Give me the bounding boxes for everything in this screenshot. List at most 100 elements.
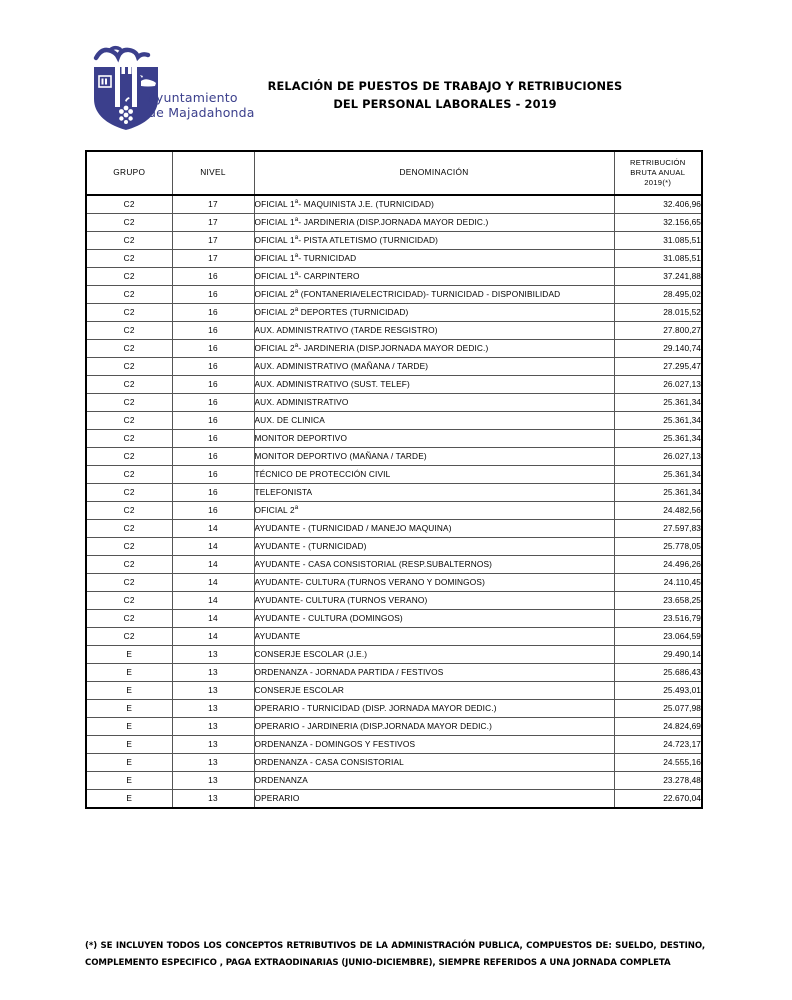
cell-grupo: C2 [85,321,173,340]
cell-retribucion: 23.278,48 [613,771,703,790]
cell-grupo: C2 [85,501,173,520]
cell-nivel: 16 [171,411,255,430]
cell-denominacion: MONITOR DEPORTIVO (MAÑANA / TARDE) [253,447,615,466]
jobs-table-container: GRUPO NIVEL DENOMINACIÓN RETRIBUCIÓN BRU… [85,150,703,809]
cell-nivel: 17 [171,249,255,268]
table-row: C2 14 AYUDANTE - (TURNICIDAD / MANEJO MAQU… [85,519,703,538]
cell-denominacion: AUX. ADMINISTRATIVO (SUST. TELEF) [253,375,615,394]
cell-grupo: C2 [85,303,173,322]
column-header-denominacion: DENOMINACIÓN [253,150,615,196]
cell-denominacion: TELEFONISTA [253,483,615,502]
cell-denominacion: OFICIAL 2a- JARDINERIA (DISP.JORNADA MAY… [253,339,615,358]
table-row: C2 16 AUX. ADMINISTRATIVO (MAÑANA / TARDE)… [85,357,703,376]
cell-retribucion: 26.027,13 [613,375,703,394]
cell-nivel: 14 [171,555,255,574]
cell-grupo: C2 [85,393,173,412]
cell-retribucion: 25.361,34 [613,465,703,484]
table-row: E 13 ORDENANZA - JORNADA PARTIDA / FESTIVO… [85,663,703,682]
cell-grupo: C2 [85,194,173,214]
page-title-line1: RELACIÓN DE PUESTOS DE TRABAJO Y RETRIBU… [267,79,623,93]
cell-retribucion: 22.670,04 [613,789,703,809]
cell-nivel: 16 [171,267,255,286]
cell-denominacion: OFICIAL 2a (FONTANERIA/ELECTRICIDAD)- TU… [253,285,615,304]
table-row: E 13 CONSERJE ESCOLAR 25.493,01 [85,681,703,700]
cell-grupo: E [85,735,173,754]
cell-retribucion: 23.064,59 [613,627,703,646]
cell-grupo: E [85,717,173,736]
cell-nivel: 17 [171,213,255,232]
cell-retribucion: 24.496,26 [613,555,703,574]
table-row: C2 16 MONITOR DEPORTIVO 25.361,34 [85,429,703,448]
cell-retribucion: 32.156,65 [613,213,703,232]
table-row: E 13 ORDENANZA - DOMINGOS Y FESTIVOS 24.723… [85,735,703,754]
cell-nivel: 16 [171,339,255,358]
jobs-table: GRUPO NIVEL DENOMINACIÓN RETRIBUCIÓN BRU… [85,150,703,809]
cell-grupo: C2 [85,267,173,286]
institution-name-line1: Ayuntamiento [148,90,238,105]
cell-nivel: 16 [171,321,255,340]
table-row: C2 16 TELEFONISTA 25.361,34 [85,483,703,502]
cell-retribucion: 27.597,83 [613,519,703,538]
cell-retribucion: 23.658,25 [613,591,703,610]
table-row: E 13 ORDENANZA - CASA CONSISTORIAL 24.555,1… [85,753,703,772]
table-row: C2 16 MONITOR DEPORTIVO (MAÑANA / TARDE) 26… [85,447,703,466]
cell-grupo: C2 [85,591,173,610]
cell-denominacion: AUX. ADMINISTRATIVO (TARDE RESGISTRO) [253,321,615,340]
cell-nivel: 16 [171,303,255,322]
cell-nivel: 13 [171,735,255,754]
cell-denominacion: AYUDANTE - CULTURA (DOMINGOS) [253,609,615,628]
column-header-retribucion-line2: BRUTA ANUAL [630,167,686,177]
cell-grupo: C2 [85,213,173,232]
cell-nivel: 16 [171,447,255,466]
cell-denominacion: AUX. ADMINISTRATIVO [253,393,615,412]
cell-retribucion: 37.241,88 [613,267,703,286]
cell-nivel: 13 [171,771,255,790]
table-row: C2 14 AYUDANTE 23.064,59 [85,627,703,646]
cell-retribucion: 24.824,69 [613,717,703,736]
table-header-row: GRUPO NIVEL DENOMINACIÓN RETRIBUCIÓN BRU… [85,150,703,196]
cell-grupo: C2 [85,519,173,538]
table-row: C2 14 AYUDANTE - (TURNICIDAD) 25.778,05 [85,537,703,556]
footnote-text: (*) SE INCLUYEN TODOS LOS CONCEPTOS RETR… [85,941,705,969]
cell-retribucion: 25.361,34 [613,411,703,430]
table-row: C2 17 OFICIAL 1a- JARDINERIA (DISP.JORNADA… [85,213,703,232]
cell-nivel: 16 [171,375,255,394]
cell-denominacion: AUX. DE CLINICA [253,411,615,430]
table-row: C2 16 OFICIAL 2a (FONTANERIA/ELECTRICIDAD)… [85,285,703,304]
cell-denominacion: AYUDANTE - (TURNICIDAD) [253,537,615,556]
cell-grupo: C2 [85,447,173,466]
institution-name: Ayuntamiento de Majadahonda [148,90,255,121]
cell-denominacion: OFICIAL 1a- PISTA ATLETISMO (TURNICIDAD) [253,231,615,250]
cell-denominacion: TÉCNICO DE PROTECCIÓN CIVIL [253,465,615,484]
cell-denominacion: ORDENANZA - DOMINGOS Y FESTIVOS [253,735,615,754]
cell-denominacion: AUX. ADMINISTRATIVO (MAÑANA / TARDE) [253,357,615,376]
cell-denominacion: AYUDANTE - (TURNICIDAD / MANEJO MAQUINA) [253,519,615,538]
cell-grupo: E [85,771,173,790]
table-row: C2 17 OFICIAL 1a- MAQUINISTA J.E. (TURNICI… [85,194,703,214]
cell-grupo: E [85,753,173,772]
cell-retribucion: 24.723,17 [613,735,703,754]
cell-retribucion: 25.778,05 [613,537,703,556]
cell-denominacion: OPERARIO - TURNICIDAD (DISP. JORNADA MAY… [253,699,615,718]
cell-grupo: C2 [85,573,173,592]
cell-retribucion: 25.493,01 [613,681,703,700]
cell-grupo: E [85,681,173,700]
cell-denominacion: MONITOR DEPORTIVO [253,429,615,448]
cell-denominacion: AYUDANTE- CULTURA (TURNOS VERANO) [253,591,615,610]
table-row: E 13 OPERARIO - JARDINERIA (DISP.JORNADA M… [85,717,703,736]
cell-grupo: C2 [85,555,173,574]
table-row: C2 16 OFICIAL 2a DEPORTES (TURNICIDAD) 28.0… [85,303,703,322]
cell-denominacion: OFICIAL 1a- TURNICIDAD [253,249,615,268]
cell-retribucion: 31.085,51 [613,231,703,250]
cell-denominacion: ORDENANZA - JORNADA PARTIDA / FESTIVOS [253,663,615,682]
cell-nivel: 13 [171,789,255,809]
cell-grupo: C2 [85,249,173,268]
table-header: GRUPO NIVEL DENOMINACIÓN RETRIBUCIÓN BRU… [85,150,703,196]
cell-grupo: C2 [85,465,173,484]
table-row: C2 16 OFICIAL 1a- CARPINTERO 37.241,88 [85,267,703,286]
cell-grupo: E [85,663,173,682]
cell-nivel: 14 [171,573,255,592]
cell-nivel: 17 [171,194,255,214]
cell-nivel: 16 [171,501,255,520]
cell-denominacion: CONSERJE ESCOLAR (J.E.) [253,645,615,664]
